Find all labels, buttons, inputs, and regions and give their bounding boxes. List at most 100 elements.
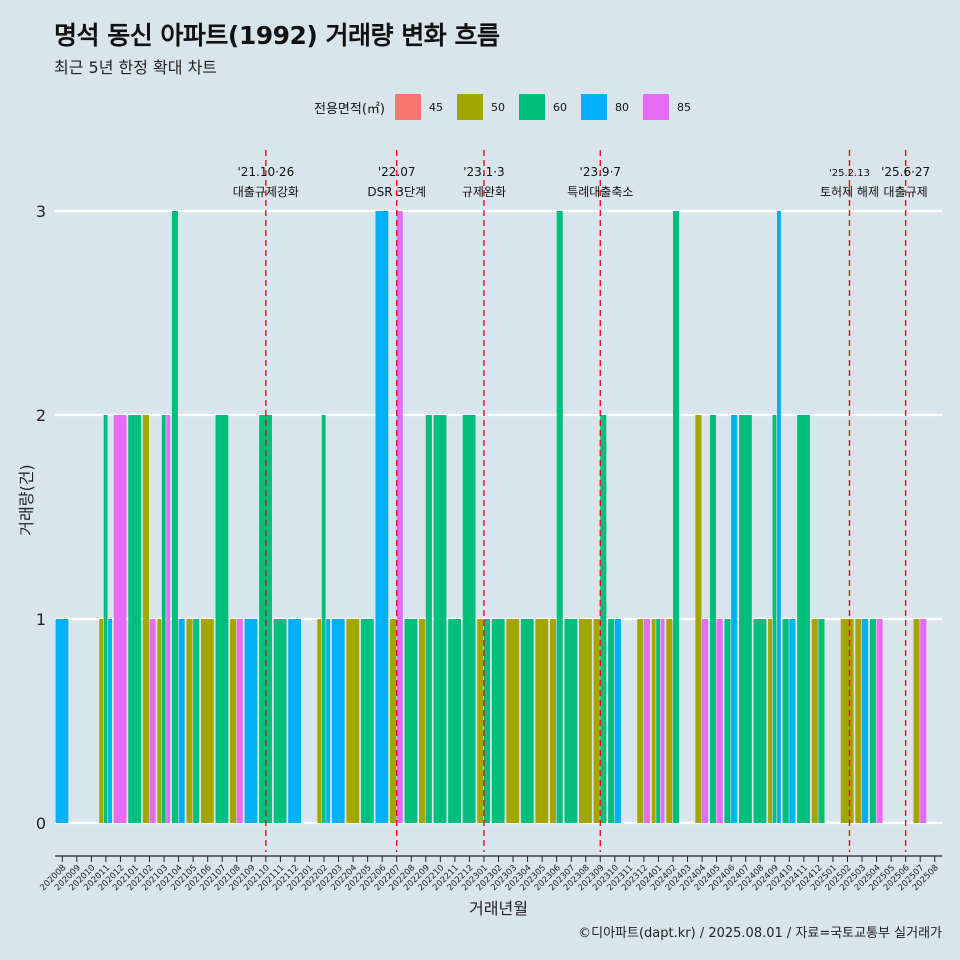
event-label-202207: DSR 3단계 <box>367 185 426 199</box>
legend-label-85: 85 <box>676 100 691 114</box>
event-date-202301: '23.1·3 <box>463 165 504 179</box>
legend-item-80: 80 <box>580 94 637 120</box>
legend-title: 전용면적(㎡) <box>314 101 385 117</box>
bar-202107-60 <box>215 415 229 823</box>
bar-202008-80 <box>55 619 69 823</box>
legend-swatch-45 <box>394 94 421 120</box>
bar-202103-50 <box>157 619 162 823</box>
bar-202310-80 <box>614 619 621 823</box>
bar-202301-50 <box>477 619 484 823</box>
bar-202209-60 <box>425 415 432 823</box>
bar-202211-60 <box>448 619 461 823</box>
bar-202203-80 <box>331 619 345 823</box>
bar-202204-50 <box>346 619 360 823</box>
bar-202303-50 <box>506 619 520 823</box>
source-caption: ©디아파트(dapt.kr) / 2025.08.01 / 자료=국토교통부 실… <box>578 926 942 941</box>
bar-202407-60 <box>739 415 752 823</box>
bar-202110-60 <box>259 415 272 823</box>
bar-202409-60 <box>772 415 777 823</box>
bar-202402-50 <box>666 619 673 823</box>
bar-202207-50 <box>390 619 397 823</box>
event-label-202309: 특례대출축소 <box>567 185 633 199</box>
bar-202404-85 <box>702 619 709 823</box>
event-label-202502: 토허제 해제 <box>820 185 879 199</box>
bar-202408-60 <box>753 619 767 823</box>
legend-swatch-60 <box>518 94 545 120</box>
event-label-202301: 규제완화 <box>462 185 506 199</box>
bar-202111-60 <box>273 619 287 823</box>
bar-202312-50 <box>637 619 644 823</box>
bar-202406-60 <box>724 619 731 823</box>
bar-202410-80 <box>789 619 796 823</box>
bar-202502-50 <box>840 619 854 823</box>
y-tick-label-3: 3 <box>36 202 46 221</box>
bar-202202-60 <box>321 415 326 823</box>
x-axis-title: 거래년월 <box>469 899 528 918</box>
bar-202307-60 <box>564 619 578 823</box>
bar-202210-60 <box>433 415 447 823</box>
bar-202103-85 <box>166 415 171 823</box>
bar-202104-60 <box>171 211 178 823</box>
chart-subtitle: 최근 5년 한정 확대 차트 <box>54 58 218 77</box>
bar-202208-60 <box>404 619 418 823</box>
bar-202103-60 <box>161 415 166 823</box>
bar-202503-80 <box>862 619 869 823</box>
bar-202412-60 <box>818 619 825 823</box>
bar-202302-60 <box>491 619 505 823</box>
bar-202301-60 <box>483 619 491 823</box>
bar-202011-80 <box>108 619 112 823</box>
bar-202305-50 <box>535 619 549 823</box>
legend-item-85: 85 <box>642 94 699 120</box>
bar-202507-85 <box>920 619 927 823</box>
bar-202101-60 <box>128 415 142 823</box>
bar-202409-50 <box>768 619 772 823</box>
bar-202402-60 <box>672 211 680 823</box>
bar-202309-50 <box>593 619 600 823</box>
event-date-202502: '25.2.13 <box>829 168 870 179</box>
bar-202411-60 <box>797 415 810 823</box>
bar-202202-80 <box>326 619 331 823</box>
bar-202306-50 <box>549 619 557 823</box>
bar-202401-60 <box>656 619 661 823</box>
bar-202312-85 <box>643 619 650 823</box>
bar-202308-50 <box>579 619 592 823</box>
bar-202401-50 <box>651 619 656 823</box>
legend-label-60: 60 <box>552 100 567 114</box>
y-axis-title: 거래량(건) <box>17 464 36 535</box>
bar-202011-60 <box>103 415 108 823</box>
y-tick-label-1: 1 <box>36 610 46 629</box>
chart-title: 명석 동신 아파트(1992) 거래량 변화 흐름 <box>54 21 500 50</box>
bar-202504-85 <box>876 619 883 823</box>
legend-item-60: 60 <box>518 94 575 120</box>
legend-swatch-85 <box>642 94 669 120</box>
event-date-202309: '23.9·7 <box>580 165 621 179</box>
bar-202406-80 <box>731 415 738 823</box>
bar-202306-60 <box>556 211 563 823</box>
bar-202405-85 <box>716 619 723 823</box>
bar-202112-80 <box>288 619 302 823</box>
bar-202102-85 <box>149 619 156 823</box>
event-label-202506: 대출규제 <box>884 185 928 199</box>
legend-label-50: 50 <box>490 100 505 114</box>
legend-swatch-80 <box>580 94 607 120</box>
y-tick-label-2: 2 <box>36 406 46 425</box>
event-date-202506: '25.6·27 <box>881 165 930 179</box>
bar-202108-85 <box>236 619 243 823</box>
bar-202202-50 <box>317 619 322 823</box>
bar-202410-60 <box>782 619 789 823</box>
bar-202412-50 <box>811 619 818 823</box>
bar-202401-85 <box>660 619 665 823</box>
bar-202109-80 <box>244 619 258 823</box>
bar-202209-50 <box>419 619 426 823</box>
legend-item-45: 45 <box>394 94 451 120</box>
bar-202205-60 <box>360 619 374 823</box>
event-date-202207: '22.07 <box>378 165 416 179</box>
y-tick-label-0: 0 <box>36 814 46 833</box>
event-date-202110: '21.10·26 <box>237 165 294 179</box>
bar-202105-60 <box>193 619 200 823</box>
bar-202011-50 <box>99 619 104 823</box>
bar-202104-80 <box>178 619 185 823</box>
bar-202105-50 <box>186 619 193 823</box>
legend: 전용면적(㎡) 45 50 60 80 85 <box>314 93 705 121</box>
